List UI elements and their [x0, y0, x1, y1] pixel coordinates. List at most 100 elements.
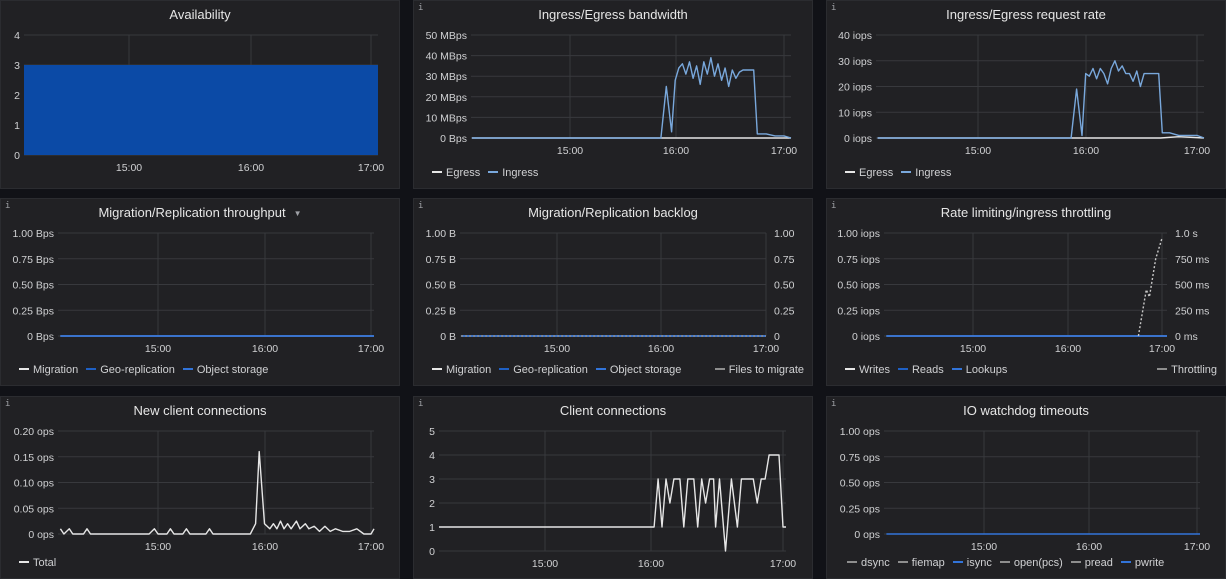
legend-item[interactable]: Migration: [432, 364, 491, 376]
legend-item[interactable]: open(pcs): [999, 557, 1063, 569]
chart-legend: Migration Geo-replication Object storage: [19, 364, 276, 376]
y-tick-label: 0: [429, 546, 435, 558]
y-tick-label: 3: [14, 60, 20, 72]
y-tick-label: 0.20 ops: [14, 426, 54, 438]
info-icon[interactable]: i: [831, 399, 837, 409]
info-icon[interactable]: i: [418, 201, 424, 211]
legend-swatch: [19, 368, 29, 371]
info-icon[interactable]: i: [5, 399, 11, 409]
info-icon[interactable]: i: [5, 201, 11, 211]
panel-title[interactable]: Ingress/Egress bandwidth: [538, 7, 688, 22]
panel-request-rate[interactable]: Ingress/Egress request rate i 0 iops 10 iop…: [826, 0, 1226, 189]
legend-item[interactable]: Writes: [845, 364, 890, 376]
legend-swatch: [951, 368, 962, 371]
info-icon[interactable]: i: [418, 399, 424, 409]
panel-migration-throughput[interactable]: Migration/Replication throughput ▼ i 0 Bps 0…: [0, 198, 400, 386]
legend-item[interactable]: pwrite: [1120, 557, 1165, 569]
y-tick-label: 0.25 B: [426, 305, 456, 317]
legend-item[interactable]: Ingress: [488, 167, 538, 179]
legend-item[interactable]: Object storage: [182, 364, 269, 376]
panel-title[interactable]: Migration/Replication throughput ▼: [98, 205, 302, 220]
panel-title[interactable]: Client connections: [559, 403, 667, 418]
legend-item[interactable]: Geo-replication: [499, 364, 588, 376]
panel-title[interactable]: Rate limiting/ingress throttling: [940, 205, 1112, 220]
legend-label: Egress: [859, 167, 894, 179]
legend-label: Migration: [446, 364, 492, 376]
info-icon[interactable]: i: [418, 3, 424, 13]
x-tick-label: 16:00: [252, 343, 278, 355]
legend-swatch: [595, 368, 606, 371]
panel-title[interactable]: Migration/Replication backlog: [528, 205, 698, 220]
legend-item[interactable]: dsync: [847, 557, 890, 569]
y-tick-label: 0.75 ops: [840, 452, 880, 464]
legend-item[interactable]: Total: [19, 557, 56, 569]
panel-migration-backlog[interactable]: Migration/Replication backlog i 0 B 0.25 B 0…: [413, 198, 813, 386]
y-tick-label: 0.50 iops: [837, 280, 880, 292]
info-icon[interactable]: i: [831, 3, 837, 13]
chevron-down-icon[interactable]: ▼: [293, 209, 302, 219]
x-tick-label: 16:00: [1076, 541, 1102, 553]
chart-svg: 0 iops 10 iops 20 iops 30 iops 40 iops 15:00 1…: [838, 30, 1210, 157]
legend-item[interactable]: Egress: [432, 167, 480, 179]
y-tick-label: 0.75 Bps: [13, 254, 54, 266]
y-tick-label: 0 iops: [844, 133, 872, 145]
y-tick-label: 50 MBps: [426, 30, 467, 42]
legend-label: open(pcs): [1013, 557, 1063, 569]
panel-client-connections[interactable]: Client connections i 0 1 2 3 4 5 15:00 16:00 17:00: [413, 396, 813, 579]
chart-legend: dsync fiemap isync open(pcs) pread pwrite: [847, 557, 1172, 569]
legend-label: Files to migrate: [728, 364, 804, 376]
series-line-connections: [439, 454, 786, 552]
legend-label: pwrite: [1134, 557, 1165, 569]
y2-tick-label: 0: [774, 331, 780, 343]
panel-availability[interactable]: Availability 0 1 2 3 4 15:00 16:00 17:00: [0, 0, 400, 189]
panel-new-connections[interactable]: New client connections i 0 ops 0.05 ops 0.10…: [0, 396, 400, 579]
legend-item[interactable]: isync: [952, 557, 992, 569]
series-line-total: [59, 450, 375, 535]
y-tick-label: 0 Bps: [27, 331, 54, 343]
chart-svg: 0 Bps 10 MBps 20 MBps 30 MBps 40 MBps 50 MBps…: [426, 30, 798, 157]
y-tick-label: 1: [14, 120, 20, 132]
legend-item[interactable]: Lookups: [951, 364, 1007, 376]
chart-svg: 0 ops 0.25 ops 0.50 ops 0.75 ops 1.00 ops 15:…: [840, 426, 1211, 553]
legend-swatch: [432, 368, 442, 371]
y-tick-label: 0 B: [440, 331, 456, 343]
y-tick-label: 5: [429, 426, 435, 438]
legend-item[interactable]: pread: [1070, 557, 1113, 569]
x-tick-label: 17:00: [770, 558, 796, 570]
y-tick-label: 1.00 Bps: [13, 228, 54, 240]
legend-label: Object storage: [196, 364, 269, 376]
legend-item[interactable]: fiemap: [897, 557, 945, 569]
panel-rate-limiting[interactable]: Rate limiting/ingress throttling i 0 iops 0…: [826, 198, 1226, 386]
x-tick-label: 16:00: [1073, 145, 1099, 157]
legend-label: Writes: [859, 364, 890, 376]
legend-item[interactable]: Reads: [897, 364, 944, 376]
panel-title[interactable]: New client connections: [133, 403, 267, 418]
y2-tick-label: 500 ms: [1175, 280, 1209, 292]
panel-bandwidth[interactable]: Ingress/Egress bandwidth i 0 Bps 10 MBps 20 …: [413, 0, 813, 189]
panel-title[interactable]: IO watchdog timeouts: [963, 403, 1089, 418]
legend-item-right[interactable]: Throttling: [1157, 364, 1217, 376]
y-tick-label: 0.10 ops: [14, 478, 54, 490]
legend-swatch: [847, 561, 857, 564]
info-icon[interactable]: i: [831, 201, 837, 211]
x-tick-label: 17:00: [358, 162, 384, 174]
legend-item[interactable]: Migration: [19, 364, 78, 376]
legend-item[interactable]: Egress: [845, 167, 893, 179]
legend-swatch: [182, 368, 193, 371]
legend-label: Geo-replication: [513, 364, 588, 376]
y-tick-label: 1.00 iops: [837, 228, 880, 240]
y2-tick-label: 0.25: [774, 305, 795, 317]
y-tick-label: 0: [14, 150, 20, 162]
legend-item[interactable]: Object storage: [595, 364, 681, 376]
legend-item-right[interactable]: Files to migrate: [714, 364, 804, 376]
chart-svg: 0 ops 0.05 ops 0.10 ops 0.15 ops 0.20 ops 15:…: [14, 426, 385, 553]
panel-watchdog[interactable]: IO watchdog timeouts i 0 ops 0.25 ops 0.50 o…: [826, 396, 1226, 579]
legend-label: Geo-replication: [100, 364, 175, 376]
panel-title[interactable]: Availability: [169, 7, 231, 22]
availability-area: [24, 65, 378, 155]
panel-title[interactable]: Ingress/Egress request rate: [946, 7, 1106, 22]
legend-item[interactable]: Geo-replication: [86, 364, 175, 376]
y-tick-label: 0 ops: [28, 529, 54, 541]
legend-item[interactable]: Ingress: [901, 167, 951, 179]
legend-label: Total: [33, 557, 57, 569]
